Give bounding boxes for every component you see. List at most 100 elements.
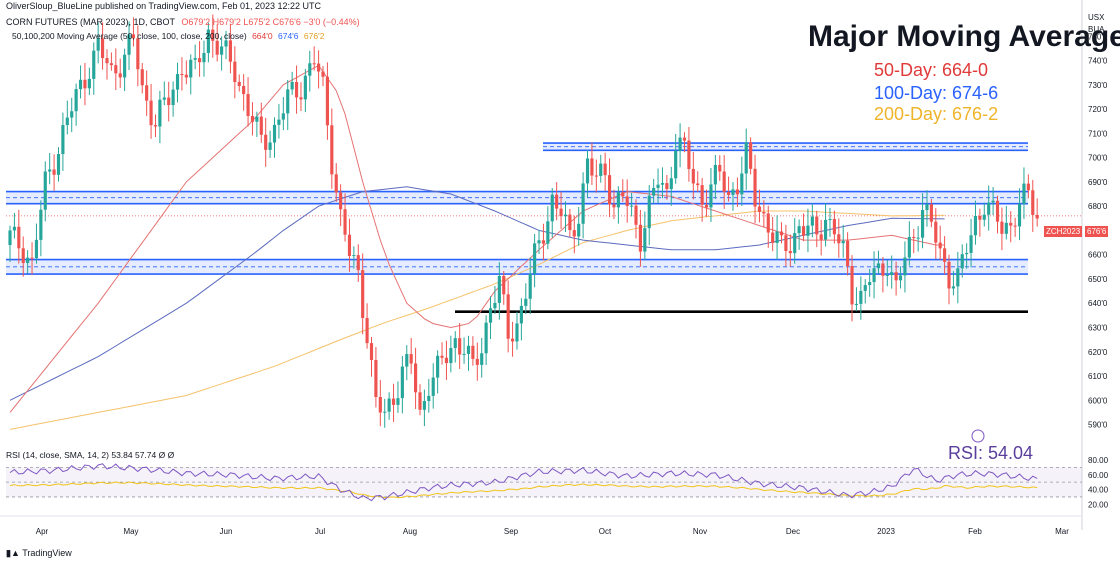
candle-body: [894, 272, 898, 281]
candle-body: [96, 38, 100, 51]
candle-body: [973, 215, 978, 236]
candle-body: [233, 61, 237, 82]
candle-body: [48, 169, 52, 172]
rsi-legend: RSI (14, close, SMA, 14, 2) 53.84 57.74 …: [6, 450, 175, 460]
x-tick-label: May: [123, 527, 138, 536]
candle-body: [731, 189, 735, 195]
candle-body: [303, 75, 307, 100]
candle-body: [100, 38, 105, 59]
candle-body: [123, 54, 127, 78]
candle-body: [810, 216, 814, 226]
candle-body: [1022, 183, 1026, 204]
candle-body: [541, 240, 546, 244]
candle-body: [149, 100, 153, 126]
candle-body: [242, 85, 246, 95]
candle-body: [757, 206, 762, 212]
x-tick-label: 2023: [877, 527, 895, 536]
candle-body: [330, 125, 334, 175]
x-tick-label: Aug: [403, 527, 417, 536]
candle-body: [841, 240, 845, 244]
candle-body: [17, 226, 21, 249]
symbol-line: CORN FUTURES (MAR 2023), 1D, CBOT O679'2…: [6, 17, 360, 27]
alert-icon: [971, 429, 985, 443]
candle-body: [713, 164, 717, 185]
candle-body: [347, 234, 352, 256]
candle-body: [343, 209, 347, 235]
candle-body: [1004, 222, 1008, 234]
candle-body: [145, 85, 149, 101]
candle-body: [422, 401, 426, 410]
candle-body: [272, 124, 277, 143]
candle-body: [920, 210, 925, 238]
candle-body: [775, 231, 779, 243]
candle-body: [105, 58, 109, 64]
candle-body: [682, 137, 687, 141]
candle-body: [519, 305, 523, 324]
candle-body: [405, 354, 409, 367]
candle-body: [744, 142, 748, 174]
y-tick-label: 640'0: [1088, 299, 1108, 308]
candle-body: [740, 173, 744, 195]
y-tick-label: 660'0: [1088, 251, 1108, 260]
candle-body: [771, 232, 775, 243]
candle-body: [39, 209, 43, 240]
candle-body: [987, 202, 991, 215]
rsi-line: [9, 463, 1038, 502]
candle-body: [965, 252, 969, 255]
candle-body: [660, 183, 665, 185]
candle-body: [92, 50, 96, 79]
candle-body: [577, 223, 581, 237]
candle-body: [449, 348, 453, 364]
candle-body: [211, 29, 215, 41]
x-tick-label: Dec: [786, 527, 800, 536]
candle-body: [982, 214, 986, 220]
y-tick-label: 690'0: [1088, 178, 1108, 187]
candle-body: [365, 317, 369, 344]
rsi-annotation: RSI: 54.04: [948, 443, 1034, 463]
candle-body: [995, 200, 1000, 222]
candle-body: [616, 192, 620, 208]
symbol-title: CORN FUTURES (MAR 2023), 1D, CBOT: [6, 17, 175, 27]
y-tick-label: 730'0: [1088, 81, 1108, 90]
candle-body: [277, 119, 281, 125]
last-price-tag: 676'6: [1085, 226, 1109, 237]
candle-body: [700, 185, 704, 205]
candle-body: [828, 219, 832, 221]
y-tick-label: 700'0: [1088, 154, 1108, 163]
candle-body: [956, 268, 960, 287]
candle-body: [259, 116, 263, 135]
y-tick-label: 620'0: [1088, 348, 1108, 357]
ma200-annotation: 200-Day: 676-2: [874, 104, 999, 124]
candle-body: [418, 392, 422, 410]
candle-body: [193, 58, 197, 60]
candle-body: [533, 243, 537, 274]
candle-body: [339, 192, 343, 210]
candle-body: [563, 214, 568, 217]
candle-body: [665, 183, 669, 190]
candle-body: [431, 377, 435, 396]
candle-body: [488, 308, 493, 323]
candle-body: [934, 221, 938, 243]
candle-body: [793, 233, 797, 254]
candle-body: [815, 216, 819, 235]
candle-body: [859, 290, 863, 304]
candle-body: [969, 235, 973, 253]
y-tick-label: 680'0: [1088, 202, 1108, 211]
candle-body: [162, 97, 166, 100]
candle-body: [1013, 225, 1017, 227]
candle-body: [546, 221, 550, 244]
candle-body: [581, 183, 585, 224]
candle-body: [52, 169, 56, 175]
candle-body: [462, 353, 466, 355]
candle-body: [1000, 221, 1004, 234]
candle-body: [356, 255, 360, 271]
rsi-tick-label: 60.00: [1088, 471, 1109, 480]
candle-body: [268, 142, 272, 150]
candle-body: [294, 82, 299, 98]
y-tick-label: 720'0: [1088, 105, 1108, 114]
candle-body: [215, 40, 219, 55]
candle-body: [202, 52, 206, 63]
candle-body: [475, 358, 479, 365]
candle-body: [56, 154, 61, 175]
